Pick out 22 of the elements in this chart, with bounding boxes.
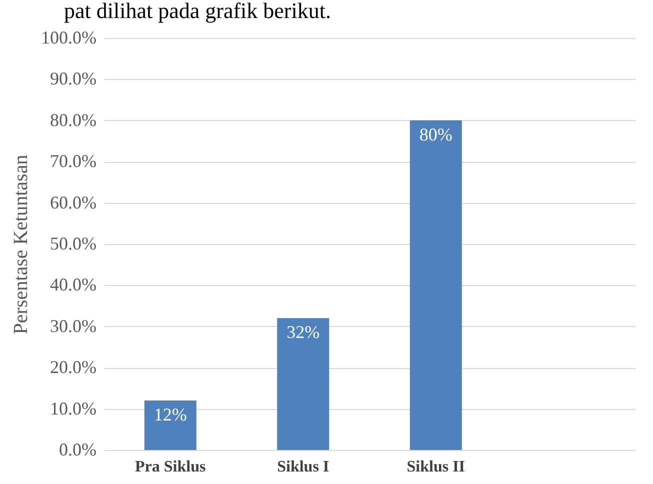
y-tick-label: 0.0% bbox=[59, 440, 96, 460]
x-tick-label: Siklus I bbox=[277, 458, 330, 476]
x-tick-label: Siklus II bbox=[406, 458, 466, 476]
x-tick-label: Pra Siklus bbox=[135, 458, 206, 476]
data-label: 80% bbox=[419, 124, 452, 144]
data-label: 32% bbox=[286, 322, 320, 342]
y-tick-label: 10.0% bbox=[50, 398, 96, 418]
bar bbox=[277, 318, 330, 450]
y-tick-label: 60.0% bbox=[50, 192, 96, 212]
y-tick-label: 80.0% bbox=[50, 110, 96, 130]
text: pat dilihat pada grafik berikut. bbox=[64, 0, 331, 23]
y-tick-label: 100.0% bbox=[41, 28, 96, 48]
bar bbox=[410, 120, 462, 450]
bar bbox=[144, 400, 196, 450]
data-label: 12% bbox=[154, 404, 187, 425]
y-tick-label: 70.0% bbox=[50, 151, 96, 172]
y-tick-label: 40.0% bbox=[50, 274, 96, 295]
y-tick-label: 20.0% bbox=[50, 357, 96, 378]
y-axis-title: Persentase Ketuntasan bbox=[10, 154, 32, 334]
y-tick-label: 50.0% bbox=[50, 234, 96, 254]
y-tick-label: 30.0% bbox=[50, 316, 96, 336]
y-tick-label: 90.0% bbox=[50, 68, 96, 89]
